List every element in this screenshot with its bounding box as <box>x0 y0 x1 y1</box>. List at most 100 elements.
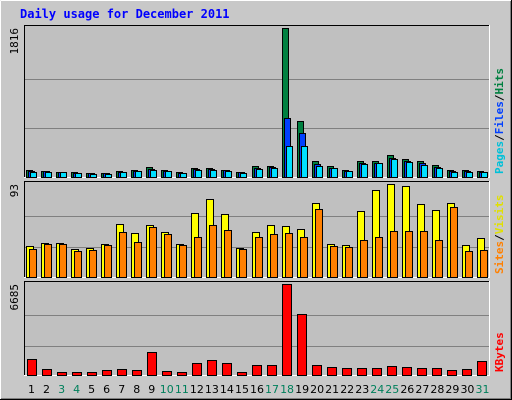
panel-visits-ymax-label: 93 <box>8 184 21 197</box>
bar-pages-day-15 <box>240 173 247 178</box>
bar-pages-day-18 <box>286 146 293 178</box>
bar-kbytes-day-17 <box>267 365 277 376</box>
x-tick-label-day-12: 12 <box>190 383 204 396</box>
x-tick-label-day-27: 27 <box>415 383 429 396</box>
x-axis-day-labels: 1 2 3 4 5 6 7 8 9 10 11 12 13 14 15 16 17 18 19 20 21 22 23 24 2… <box>28 383 489 396</box>
bar-sites-day-31 <box>480 250 488 278</box>
bar-kbytes-day-23 <box>357 368 367 376</box>
bar-sites-day-3 <box>59 244 67 278</box>
bar-pages-day-27 <box>421 165 428 178</box>
x-tick-label-day-14: 14 <box>220 383 234 396</box>
panel-kbytes-legend-part-1: KBytes <box>493 332 506 372</box>
bar-sites-day-23 <box>360 240 368 278</box>
bar-kbytes-day-26 <box>402 367 412 376</box>
bar-pages-day-17 <box>271 168 278 178</box>
bar-sites-day-1 <box>29 249 37 278</box>
bar-pages-day-29 <box>451 172 458 178</box>
x-tick-label-day-4: 4 <box>73 383 80 396</box>
bar-kbytes-day-15 <box>237 372 247 376</box>
bar-sites-day-27 <box>420 231 428 278</box>
bar-kbytes-day-18 <box>282 284 292 376</box>
x-tick-label-day-22: 22 <box>340 383 354 396</box>
x-tick-label-day-15: 15 <box>235 383 249 396</box>
bar-pages-day-5 <box>90 174 97 178</box>
bar-pages-day-20 <box>316 166 323 178</box>
bar-sites-day-28 <box>435 240 443 278</box>
x-tick-label-day-5: 5 <box>88 383 95 396</box>
x-tick-label-day-10: 10 <box>160 383 174 396</box>
x-tick-label-day-30: 30 <box>460 383 474 396</box>
panel-visits-legend-part-2: / <box>493 234 506 241</box>
bar-pages-day-21 <box>331 168 338 178</box>
chart-panels: 1816Pages/Files/Hits93Sites/Visits6685KB… <box>8 25 506 376</box>
bar-pages-day-28 <box>436 168 443 178</box>
bar-sites-day-5 <box>89 250 97 278</box>
panel-hits-legend-part-5: Hits <box>493 68 506 95</box>
bar-kbytes-day-21 <box>327 367 337 376</box>
x-tick-label-day-26: 26 <box>400 383 414 396</box>
x-tick-label-day-19: 19 <box>295 383 309 396</box>
panel-visits-legend-part-3: Visits <box>493 195 506 235</box>
bar-kbytes-day-11 <box>177 372 187 376</box>
x-tick-label-day-31: 31 <box>475 383 489 396</box>
bar-sites-day-10 <box>164 234 172 278</box>
x-tick-label-day-16: 16 <box>250 383 264 396</box>
bar-pages-day-25 <box>391 159 398 178</box>
panel-hits-legend-part-2: / <box>493 134 506 141</box>
bar-sites-day-30 <box>465 251 473 278</box>
bar-pages-day-14 <box>225 171 232 178</box>
bar-kbytes-day-28 <box>432 368 442 376</box>
x-tick-label-day-28: 28 <box>430 383 444 396</box>
bar-pages-day-10 <box>165 171 172 178</box>
bar-kbytes-day-3 <box>57 372 67 376</box>
panel-hits-series-legend: Pages/Files/Hits <box>493 68 506 174</box>
bar-kbytes-day-1 <box>27 359 37 376</box>
bar-kbytes-day-24 <box>372 368 382 376</box>
bar-sites-day-24 <box>375 237 383 278</box>
bar-kbytes-day-7 <box>117 369 127 376</box>
bar-kbytes-day-27 <box>417 368 427 376</box>
bar-pages-day-19 <box>301 146 308 178</box>
bar-sites-day-22 <box>345 247 353 278</box>
panel-hits-legend-part-1: Pages <box>493 141 506 174</box>
bar-sites-day-17 <box>270 234 278 278</box>
bar-sites-day-26 <box>405 231 413 278</box>
bar-sites-day-19 <box>300 237 308 278</box>
bar-kbytes-day-2 <box>42 369 52 376</box>
bar-pages-day-4 <box>75 173 82 178</box>
bar-kbytes-day-9 <box>147 352 157 376</box>
bar-sites-day-15 <box>239 249 247 278</box>
bar-kbytes-day-12 <box>192 363 202 376</box>
panel-kbytes-plot-area <box>24 281 490 376</box>
x-tick-label-day-1: 1 <box>28 383 35 396</box>
bar-kbytes-day-4 <box>72 372 82 376</box>
panel-hits-ymax-label: 1816 <box>8 28 21 55</box>
bar-kbytes-day-30 <box>462 369 472 376</box>
panel-visits: 93 Sites/Visits <box>8 181 506 278</box>
chart-title: Daily usage for December 2011 <box>20 7 230 21</box>
bar-kbytes-day-19 <box>297 314 307 376</box>
bar-kbytes-day-22 <box>342 368 352 376</box>
x-tick-label-day-6: 6 <box>103 383 110 396</box>
bar-sites-day-11 <box>179 245 187 278</box>
bar-sites-day-18 <box>285 233 293 278</box>
bar-kbytes-day-5 <box>87 372 97 376</box>
bar-pages-day-12 <box>195 170 202 178</box>
bar-pages-day-24 <box>376 163 383 178</box>
bar-pages-day-7 <box>120 172 127 178</box>
x-tick-label-day-3: 3 <box>58 383 65 396</box>
bar-pages-day-30 <box>466 172 473 178</box>
bar-sites-day-7 <box>119 232 127 278</box>
bar-kbytes-day-16 <box>252 365 262 376</box>
bar-sites-day-6 <box>104 245 112 278</box>
x-tick-label-day-25: 25 <box>385 383 399 396</box>
panel-kbytes-series-legend: KBytes <box>493 332 506 372</box>
panel-visits-series-legend: Sites/Visits <box>493 195 506 275</box>
x-tick-label-day-21: 21 <box>325 383 339 396</box>
bar-pages-day-13 <box>210 170 217 178</box>
bar-sites-day-20 <box>315 209 323 278</box>
x-tick-label-day-11: 11 <box>175 383 189 396</box>
bar-pages-day-2 <box>45 172 52 178</box>
